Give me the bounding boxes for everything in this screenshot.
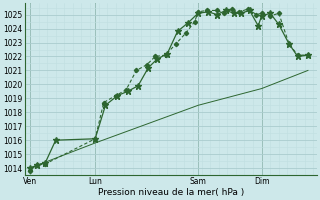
X-axis label: Pression niveau de la mer( hPa ): Pression niveau de la mer( hPa ) (98, 188, 244, 197)
